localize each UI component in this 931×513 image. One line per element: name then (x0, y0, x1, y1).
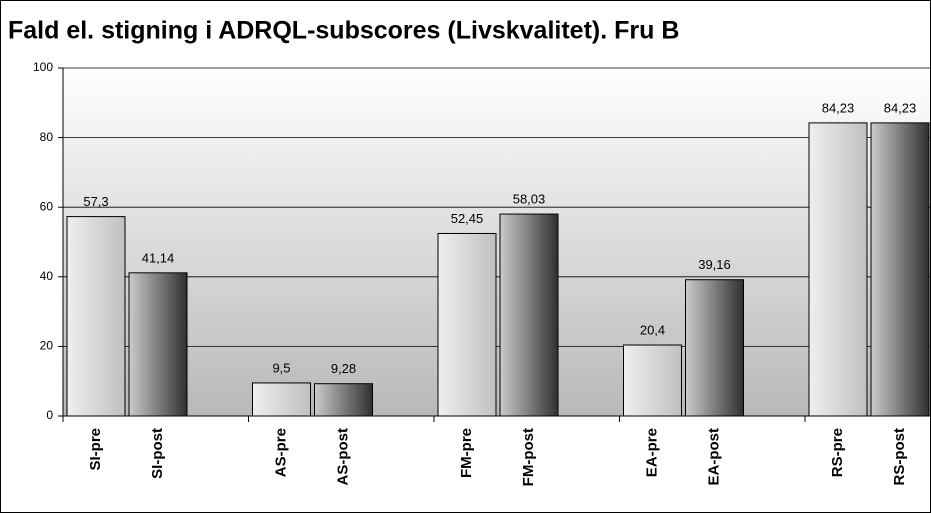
y-tick-label: 40 (40, 269, 54, 283)
x-tick-label: SI-pre (87, 428, 104, 471)
x-tick-label: EA-post (705, 428, 722, 486)
data-label: 20,4 (640, 322, 665, 337)
x-tick-label: AS-pre (272, 428, 289, 477)
bar (623, 344, 682, 417)
bar (252, 382, 311, 417)
bar (66, 216, 126, 417)
data-label: 84,23 (822, 100, 855, 115)
data-label: 9,28 (331, 361, 356, 376)
data-label: 41,14 (142, 250, 175, 265)
data-label: 9,5 (272, 360, 290, 375)
bar (499, 213, 559, 417)
data-label: 39,16 (698, 257, 731, 272)
x-tick-label: RS-pre (829, 428, 846, 477)
y-tick-label: 0 (46, 408, 53, 422)
data-label: 57,3 (83, 194, 108, 209)
x-tick-label: FM-post (520, 428, 537, 486)
data-label: 52,45 (451, 211, 484, 226)
bar (685, 279, 744, 417)
y-tick-label: 80 (40, 130, 54, 144)
bar (437, 232, 497, 417)
bar (870, 122, 930, 417)
x-tick-label: AS-post (334, 428, 351, 486)
x-tick-label: EA-pre (643, 428, 660, 477)
y-tick-label: 60 (40, 199, 54, 213)
bar (128, 272, 188, 417)
bar (314, 383, 373, 417)
bar (808, 122, 868, 417)
x-tick-label: SI-post (149, 428, 166, 479)
x-tick-label: FM-pre (458, 428, 475, 478)
y-tick-label: 100 (33, 60, 53, 74)
data-label: 84,23 (884, 100, 917, 115)
x-tick-label: RS-post (891, 428, 908, 486)
y-tick-label: 20 (40, 339, 54, 353)
data-label: 58,03 (513, 191, 546, 206)
chart-title: Fald el. stigning i ADRQL-subscores (Liv… (8, 17, 679, 45)
